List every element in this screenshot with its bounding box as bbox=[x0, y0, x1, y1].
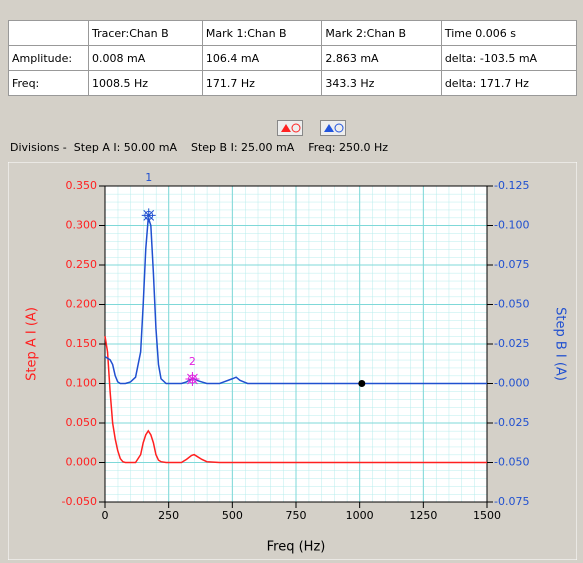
cell: Tracer:Chan B bbox=[88, 20, 203, 46]
cell: delta: -103.5 mA bbox=[440, 45, 578, 71]
cell: delta: 171.7 Hz bbox=[440, 70, 578, 96]
channel-b-button[interactable] bbox=[320, 120, 346, 136]
x-tick-label: 1000 bbox=[346, 509, 374, 522]
cell: Mark 1:Chan B bbox=[201, 20, 323, 46]
cell: Mark 2:Chan B bbox=[321, 20, 442, 46]
cell: 0.008 mA bbox=[88, 45, 203, 71]
marker-star bbox=[185, 371, 200, 386]
y-tick-label: 0.050 bbox=[66, 416, 98, 429]
cell: 171.7 Hz bbox=[201, 70, 323, 96]
y2-tick-label: -0.025 bbox=[494, 337, 529, 350]
y2-tick-label: -0.000 bbox=[494, 377, 529, 390]
marker bbox=[141, 208, 156, 223]
x-tick-label: 750 bbox=[286, 509, 307, 522]
y-tick-label: 0.350 bbox=[66, 179, 98, 192]
cell: 1008.5 Hz bbox=[88, 70, 203, 96]
x-tick-label: 1250 bbox=[409, 509, 437, 522]
channel-a-button[interactable] bbox=[277, 120, 303, 136]
marker bbox=[185, 371, 200, 386]
plot-frame bbox=[104, 185, 488, 503]
chart: Freq (Hz) Step A I (A) Step B I (A) -0.0… bbox=[8, 162, 577, 560]
cell: 2.863 mA bbox=[321, 45, 442, 71]
marker bbox=[358, 379, 366, 387]
x-tick-label: 500 bbox=[222, 509, 243, 522]
cell: 343.3 Hz bbox=[321, 70, 442, 96]
series-line bbox=[104, 217, 487, 385]
y2-axis-label: Step B I (A) bbox=[553, 307, 568, 381]
cell: Amplitude: bbox=[8, 45, 89, 71]
marker-ring bbox=[144, 210, 154, 220]
y2-tick-label: -0.050 bbox=[494, 298, 529, 311]
y2-tick-label: -0.125 bbox=[494, 179, 529, 192]
series-line bbox=[104, 335, 487, 464]
marker-star bbox=[141, 208, 156, 223]
x-axis-label: Freq (Hz) bbox=[267, 540, 326, 555]
cell: Freq: bbox=[8, 70, 89, 96]
cell: Time 0.006 s bbox=[440, 20, 578, 46]
x-tick-label: 1500 bbox=[473, 509, 501, 522]
marker-label: 2 bbox=[189, 355, 196, 368]
y-tick-label: -0.050 bbox=[62, 495, 97, 508]
y2-tick-label: -0.025 bbox=[494, 416, 529, 429]
y2-tick-label: -0.100 bbox=[494, 219, 529, 232]
y-tick-label: 0.150 bbox=[66, 337, 98, 350]
marker-dot bbox=[358, 379, 366, 387]
y-axis-label: Step A I (A) bbox=[25, 307, 40, 381]
marker-ring bbox=[187, 374, 197, 384]
y2-tick-label: -0.050 bbox=[494, 456, 529, 469]
y-tick-label: 0.000 bbox=[66, 456, 98, 469]
status-text: Divisions - Step A I: 50.00 mA Step B I:… bbox=[10, 141, 389, 154]
y-tick-label: 0.300 bbox=[66, 219, 98, 232]
y-tick-label: 0.100 bbox=[66, 377, 98, 390]
x-tick-label: 250 bbox=[158, 509, 179, 522]
cell: 106.4 mA bbox=[201, 45, 323, 71]
y2-tick-label: -0.075 bbox=[494, 495, 529, 508]
marker-label: 1 bbox=[145, 171, 152, 184]
y-tick-label: 0.200 bbox=[66, 298, 98, 311]
y-tick-label: 0.250 bbox=[66, 258, 98, 271]
x-tick-label: 0 bbox=[102, 509, 109, 522]
y2-tick-label: -0.075 bbox=[494, 258, 529, 271]
